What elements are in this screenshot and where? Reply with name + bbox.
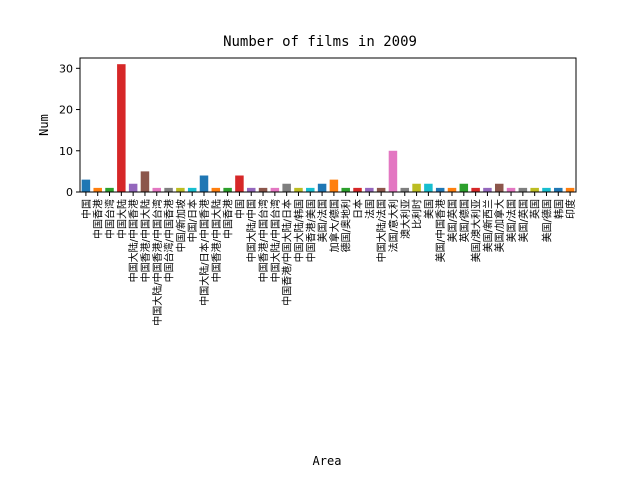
x-tick-label: 德国/奥地利 <box>340 199 353 252</box>
bar <box>341 187 350 192</box>
bar <box>176 187 185 192</box>
y-tick-label: 10 <box>59 145 73 158</box>
bar <box>199 175 209 192</box>
bar <box>246 187 256 192</box>
x-tick-label: 中国大陆/中国香港 <box>127 199 140 282</box>
bar <box>400 187 410 192</box>
x-tick-label: 中国香港/中国大陆 <box>210 199 223 282</box>
bar <box>518 187 528 192</box>
x-tick-label: 中国大陆/中国 <box>245 199 258 262</box>
bar <box>128 183 138 192</box>
bar <box>152 187 162 192</box>
x-tick-label: 中国香港 <box>222 199 235 239</box>
x-tick-label: 英国 <box>529 199 542 219</box>
x-tick-label: 美国/新西兰 <box>481 199 494 252</box>
bar <box>117 64 126 192</box>
x-tick-label: 中国香港/中国大陆 <box>139 199 152 282</box>
bar <box>412 183 421 192</box>
x-tick-label: 中国香港/美国 <box>304 199 317 262</box>
x-tick-label: 法国 <box>363 199 376 219</box>
x-tick-label: 中国大陆/法国 <box>375 199 388 262</box>
bar <box>542 187 551 192</box>
x-tick-label: 中国 <box>233 199 246 219</box>
x-tick-label: 澳大利亚 <box>399 199 412 239</box>
bar <box>365 187 374 192</box>
x-tick-label: 美国/中国香港 <box>434 199 447 262</box>
bar <box>554 187 563 192</box>
bar <box>164 187 173 192</box>
bar <box>424 183 433 192</box>
x-tick-label: 中国大陆/中国香港/中国台湾 <box>151 199 164 326</box>
x-tick-label: 英国/德国 <box>458 199 471 242</box>
x-tick-label: 美国/法国 <box>316 199 329 242</box>
bar <box>459 183 469 192</box>
bar <box>483 187 492 192</box>
bar <box>81 179 91 192</box>
x-tick-label: 中国大陆/中国台湾 <box>269 199 282 282</box>
x-tick-label: 韩国 <box>552 199 565 219</box>
bar <box>282 183 291 192</box>
x-tick-label: 中国/日本 <box>186 199 199 242</box>
bar <box>471 187 480 192</box>
bar <box>235 175 244 192</box>
x-tick-label: 美国/英国 <box>446 199 459 242</box>
x-tick-label: 印度 <box>564 199 577 219</box>
chart-title: Number of films in 2009 <box>223 34 417 50</box>
bar <box>258 187 268 192</box>
y-tick-label: 20 <box>59 104 73 117</box>
bar <box>105 187 114 192</box>
y-tick-label: 30 <box>59 62 73 75</box>
x-tick-label: 中国台湾/中国香港 <box>163 199 176 282</box>
x-tick-label: 中国大陆/日本/中国香港 <box>198 199 211 306</box>
x-tick-label: 比利时 <box>412 199 424 229</box>
y-tick-label: 0 <box>66 186 73 199</box>
x-axis-label: Area <box>312 454 342 468</box>
x-tick-label: 中国/新加坡 <box>174 199 187 252</box>
bar <box>388 150 398 192</box>
bar <box>376 187 386 192</box>
bar <box>353 187 362 192</box>
bar <box>211 187 221 192</box>
bar <box>93 187 102 192</box>
bar <box>294 187 303 192</box>
bar <box>223 187 232 192</box>
bar <box>187 187 197 192</box>
x-tick-label: 美国/澳大利亚 <box>470 199 483 262</box>
bar <box>270 187 280 192</box>
x-tick-label: 日本 <box>352 199 365 219</box>
x-tick-label: 美国/英国 <box>517 199 530 242</box>
x-tick-label: 美国/加拿大 <box>493 199 506 252</box>
x-tick-label: 法国/意大利 <box>387 199 400 252</box>
bar <box>447 187 457 192</box>
x-tick-label: 中国香港 <box>92 199 105 239</box>
x-tick-label: 美国 <box>422 199 435 219</box>
axes-frame <box>79 57 577 193</box>
bar <box>530 187 539 192</box>
bar <box>317 183 327 192</box>
x-tick-label: 中国台湾 <box>104 199 117 239</box>
x-tick-label: 中国香港/中国台湾 <box>257 199 270 282</box>
bar <box>494 183 504 192</box>
x-tick-label: 美国/德国 <box>540 199 553 242</box>
bar <box>306 187 315 192</box>
bar <box>565 187 575 192</box>
x-tick-label: 中国香港/中国大陆/日本 <box>281 199 294 306</box>
x-tick-label: 中国 <box>80 199 93 219</box>
bar <box>140 171 150 192</box>
bar <box>506 187 516 192</box>
x-tick-label: 中国大陆 <box>115 199 128 239</box>
bar <box>329 179 339 192</box>
x-tick-label: 美国/法国 <box>505 199 518 242</box>
bar <box>435 187 445 192</box>
x-tick-label: 中国大陆/韩国 <box>292 199 305 262</box>
x-tick-label: 加拿大/德国 <box>328 199 341 252</box>
